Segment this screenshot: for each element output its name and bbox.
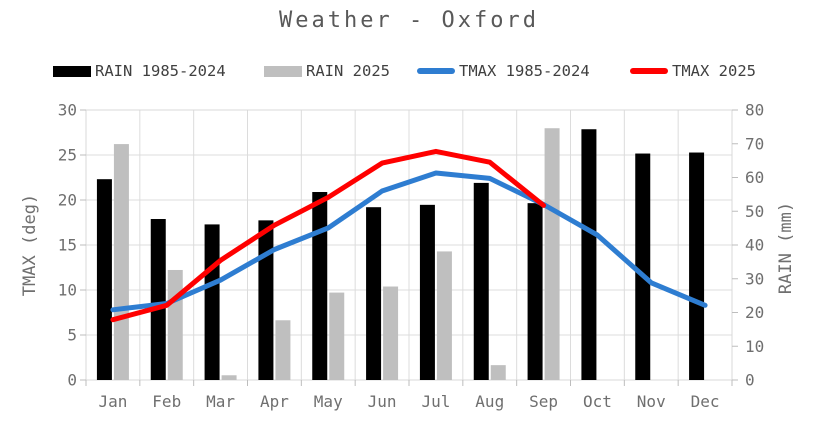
legend-label: TMAX 1985-2024 <box>459 62 590 80</box>
x-tick-label: Aug <box>475 392 504 411</box>
bar-rain-2025 <box>544 128 560 380</box>
y-right-tick-label: 10 <box>745 337 764 356</box>
y-right-tick-label: 40 <box>745 236 764 255</box>
bar-rain-1985-2024 <box>204 224 220 380</box>
y-right-tick-label: 30 <box>745 269 764 288</box>
bar-rain-2025 <box>113 144 129 380</box>
bar-rain-1985-2024 <box>366 207 382 380</box>
bar-rain-1985-2024 <box>581 129 597 380</box>
x-tick-label: Sep <box>529 392 558 411</box>
bar-rain-1985-2024 <box>635 153 651 380</box>
legend-item-tmax-1985-2024: TMAX 1985-2024 <box>417 62 590 80</box>
legend-item-rain-1985-2024: RAIN 1985-2024 <box>53 62 226 80</box>
legend-item-rain-2025: RAIN 2025 <box>264 62 390 80</box>
bar-rain-1985-2024 <box>96 179 112 380</box>
legend-swatch-tmax-2025-icon <box>630 68 668 74</box>
y-left-tick-label: 5 <box>67 326 77 345</box>
bar-rain-1985-2024 <box>312 192 328 380</box>
y-right-tick-label: 50 <box>745 202 764 221</box>
y-left-tick-label: 30 <box>58 101 77 120</box>
y-left-tick-label: 15 <box>58 236 77 255</box>
bar-rain-1985-2024 <box>258 220 274 380</box>
y-left-tick-label: 20 <box>58 191 77 210</box>
legend-label: RAIN 1985-2024 <box>95 62 226 80</box>
x-tick-label: Apr <box>260 392 289 411</box>
y-right-tick-label: 20 <box>745 303 764 322</box>
bar-rain-2025 <box>329 292 345 380</box>
bar-rain-1985-2024 <box>689 152 705 380</box>
bar-rain-2025 <box>167 269 183 380</box>
bar-rain-1985-2024 <box>150 219 166 380</box>
x-tick-label: May <box>314 392 343 411</box>
y-right-tick-label: 0 <box>745 371 755 390</box>
x-tick-label: Jan <box>98 392 127 411</box>
legend-swatch-tmax-1985-2024-icon <box>417 68 455 74</box>
legend-label: RAIN 2025 <box>306 62 390 80</box>
legend-swatch-rain-2025-icon <box>264 65 302 77</box>
x-tick-label: Nov <box>637 392 666 411</box>
x-tick-label: Mar <box>206 392 235 411</box>
line-tmax-1985-2024 <box>110 170 708 313</box>
bar-rain-2025 <box>275 320 291 380</box>
bar-rain-2025 <box>383 286 399 380</box>
legend-swatch-rain-1985-2024-icon <box>53 65 91 77</box>
y-right-tick-label: 60 <box>745 168 764 187</box>
bar-rain-2025 <box>436 251 452 380</box>
bar-rain-2025 <box>221 375 237 380</box>
legend-label: TMAX 2025 <box>672 62 756 80</box>
y-right-tick-label: 80 <box>745 101 764 120</box>
y-right-tick-label: 70 <box>745 134 764 153</box>
y-left-tick-label: 0 <box>67 371 77 390</box>
bar-rain-1985-2024 <box>419 204 435 380</box>
x-tick-label: Jun <box>368 392 397 411</box>
chart-title: Weather - Oxford <box>279 8 539 33</box>
x-tick-label: Feb <box>152 392 181 411</box>
x-tick-label: Jul <box>421 392 450 411</box>
y-left-tick-label: 10 <box>58 281 77 300</box>
y-left-tick-label: 25 <box>58 146 77 165</box>
bar-rain-1985-2024 <box>527 203 543 380</box>
x-tick-label: Oct <box>583 392 612 411</box>
line-tmax-2025 <box>110 148 547 323</box>
x-tick-label: Dec <box>691 392 720 411</box>
bar-rain-1985-2024 <box>473 182 489 380</box>
bar-rain-2025 <box>490 365 506 380</box>
legend-item-tmax-2025: TMAX 2025 <box>630 62 756 80</box>
